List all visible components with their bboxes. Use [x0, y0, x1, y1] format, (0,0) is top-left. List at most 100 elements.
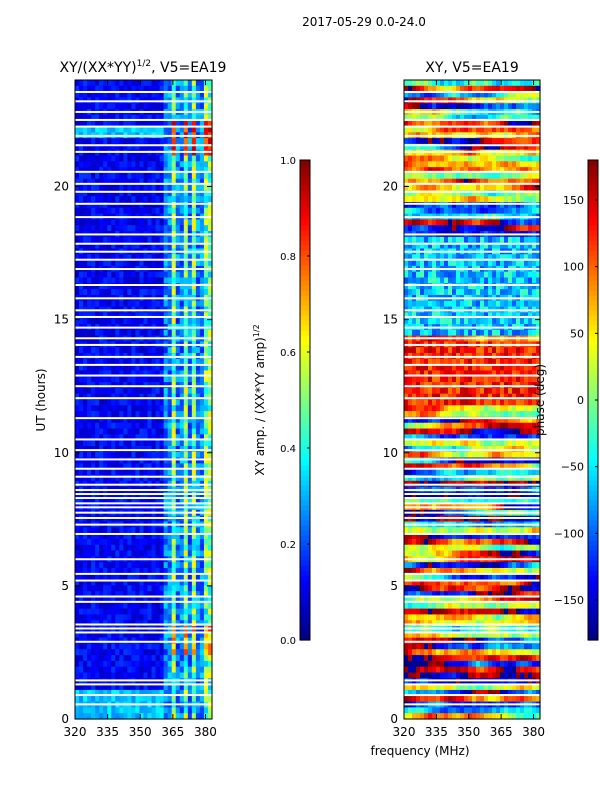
heatmap-cell [95, 527, 100, 534]
heatmap-cell [99, 283, 104, 290]
heatmap-cell [111, 329, 116, 337]
heatmap-cell [171, 91, 177, 99]
heatmap-cell [135, 242, 141, 250]
heatmap-cell [203, 573, 209, 581]
heatmap-cell [147, 492, 153, 499]
heatmap-cell [87, 434, 92, 441]
heatmap-cell [171, 201, 177, 209]
heatmap-cell [139, 236, 145, 244]
heatmap-cell [187, 114, 193, 122]
heatmap-cell [472, 190, 477, 197]
heatmap-cell [179, 207, 185, 215]
heatmap-cell [207, 707, 213, 714]
heatmap-cell [147, 707, 153, 714]
heatmap-cell [75, 660, 80, 668]
heatmap-cell [135, 155, 141, 162]
heatmap-cell [179, 492, 185, 499]
heatmap-cell [516, 114, 521, 122]
heatmap-cell [103, 672, 108, 679]
heatmap-cell [183, 544, 189, 552]
heatmap-cell [207, 631, 213, 639]
heatmap-cell [420, 103, 425, 110]
heatmap-cell [199, 184, 205, 191]
heatmap-cell [436, 91, 441, 99]
heatmap-cell [103, 643, 108, 650]
heatmap-cell [195, 550, 201, 557]
heatmap-cell [143, 167, 149, 174]
heatmap-cell [163, 277, 169, 284]
heatmap-cell [79, 318, 84, 325]
heatmap-cell [199, 660, 205, 668]
heatmap-cell [95, 411, 100, 418]
heatmap-cell [532, 155, 537, 162]
heatmap-cell [532, 172, 537, 180]
heatmap-cell [103, 434, 108, 441]
heatmap-cell [91, 573, 96, 581]
heatmap-cell [75, 85, 80, 93]
heatmap-cell [135, 318, 141, 325]
heatmap-cell [167, 655, 173, 662]
heatmap-cell [412, 172, 417, 180]
heatmap-cell [416, 207, 421, 215]
heatmap-cell [404, 225, 409, 232]
heatmap-cell [468, 172, 473, 180]
heatmap-cell [536, 219, 541, 226]
heatmap-cell [159, 393, 165, 401]
heatmap-cell [139, 300, 145, 308]
heatmap-cell [171, 329, 177, 337]
heatmap-cell [163, 312, 169, 319]
heatmap-cell [195, 201, 201, 209]
heatmap-cell [83, 393, 88, 401]
heatmap-cell [131, 201, 137, 209]
heatmap-cell [83, 475, 88, 482]
heatmap-cell [123, 405, 128, 412]
heatmap-cell [103, 207, 108, 215]
heatmap-cell [187, 544, 193, 552]
heatmap-cell [408, 155, 413, 162]
heatmap-cell [99, 643, 104, 650]
heatmap-cell [163, 196, 169, 203]
heatmap-cell [75, 91, 80, 99]
heatmap-cell [207, 85, 213, 93]
heatmap-cell [79, 527, 84, 534]
heatmap-cell [504, 143, 509, 151]
heatmap-cell [199, 707, 205, 714]
amplitude-axes-frame [74, 79, 213, 720]
heatmap-cell [95, 376, 100, 383]
heatmap-cell [171, 184, 177, 191]
heatmap-cell [532, 138, 537, 145]
heatmap-cell [203, 114, 209, 122]
heatmap-cell [139, 190, 145, 197]
amplitude-colorbar-ticks: 0.00.20.40.60.81.0 [280, 156, 310, 647]
heatmap-cell [207, 608, 213, 616]
heatmap-cell [95, 620, 100, 627]
heatmap-cell [167, 347, 173, 354]
heatmap-cell [484, 138, 489, 145]
heatmap-cell [159, 126, 165, 133]
heatmap-cell [127, 283, 133, 290]
heatmap-cell [167, 672, 173, 679]
heatmap-cell [488, 155, 493, 162]
heatmap-cell [207, 614, 213, 621]
heatmap-cell [444, 196, 449, 203]
heatmap-cell [123, 655, 128, 662]
colorbar-segment [300, 555, 310, 561]
heatmap-cell [203, 178, 209, 186]
heatmap-cell [191, 602, 197, 610]
heatmap-cell [87, 684, 92, 691]
heatmap-cell [111, 172, 116, 180]
heatmap-cell [528, 149, 533, 157]
heatmap-cell [404, 219, 409, 226]
heatmap-cell [103, 236, 108, 244]
heatmap-cell [175, 434, 181, 441]
heatmap-cell [183, 161, 189, 168]
heatmap-cell [119, 579, 124, 586]
heatmap-cell [139, 207, 145, 215]
heatmap-cell [512, 219, 517, 226]
heatmap-cell [139, 405, 145, 412]
heatmap-cell [155, 219, 161, 226]
heatmap-cell [524, 126, 529, 133]
heatmap-cell [420, 196, 425, 203]
heatmap-cell [131, 666, 137, 674]
heatmap-cell [91, 376, 96, 383]
